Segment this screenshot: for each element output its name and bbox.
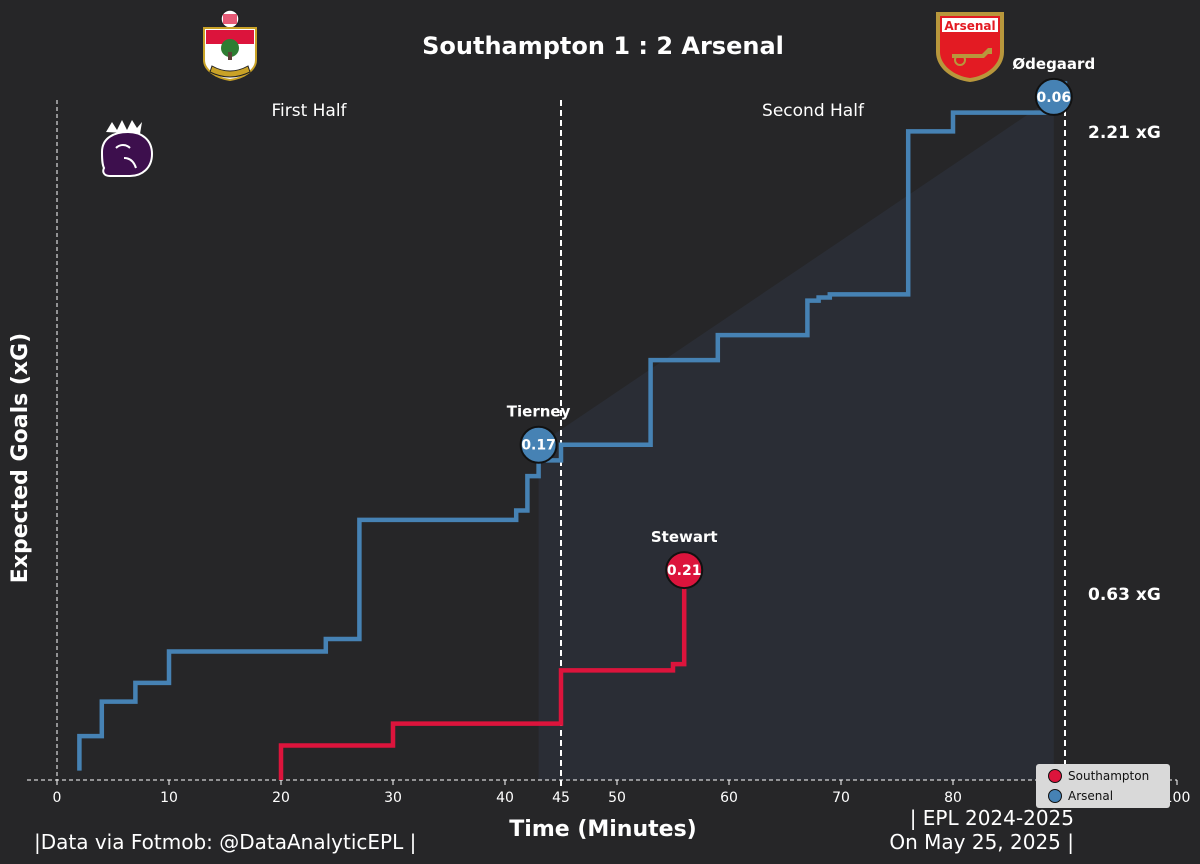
x-tick-label: 60 — [720, 790, 738, 806]
x-tick-label: 50 — [608, 790, 626, 806]
y-axis-label: Expected Goals (xG) — [8, 333, 33, 583]
goal-scorer-label: Stewart — [651, 528, 718, 546]
match-date: On May 25, 2025 | — [889, 830, 1074, 854]
x-axis-label: Time (Minutes) — [509, 817, 696, 842]
legend-label-arsenal: Arsenal — [1068, 789, 1114, 803]
premier-league-lion-icon — [96, 118, 158, 180]
goal-scorer-label: Tierney — [507, 403, 571, 421]
half-label: First Half — [271, 101, 347, 121]
match-title: Southampton 1 : 2 Arsenal — [422, 32, 784, 60]
xg-shaded-region — [538, 96, 1054, 780]
competition-footer: | EPL 2024-2025 On May 25, 2025 | — [860, 806, 1074, 854]
goal-xg-value: 0.17 — [521, 438, 556, 454]
arsenal-crest-label: Arsenal — [944, 19, 995, 33]
goal-xg-value: 0.06 — [1037, 90, 1072, 106]
goal-marker — [519, 425, 558, 464]
arsenal-crest-icon: Arsenal — [932, 10, 1008, 84]
legend-item-arsenal: Arsenal — [1048, 788, 1113, 804]
legend-marker-southampton — [1048, 769, 1062, 783]
half-label: Second Half — [762, 101, 865, 121]
goal-xg-value: 0.21 — [667, 563, 702, 579]
x-tick-label: 10 — [160, 790, 178, 806]
goal-marker — [1034, 77, 1073, 116]
x-tick-label: 80 — [944, 790, 962, 806]
xg-step-line-southampton — [278, 570, 687, 780]
xg-step-line-arsenal — [77, 81, 1068, 771]
goal-scorer-label: Ødegaard — [1012, 55, 1095, 73]
data-source-footer: |Data via Fotmob: @DataAnalyticEPL | — [34, 830, 417, 854]
x-tick-label: 20 — [272, 790, 290, 806]
x-tick-label: 70 — [832, 790, 850, 806]
arsenal-total-xg: 2.21 xG — [1088, 123, 1161, 143]
legend-marker-arsenal — [1048, 789, 1062, 803]
x-tick-label: 40 — [496, 790, 514, 806]
x-tick-label: 30 — [384, 790, 402, 806]
chart-legend: Southampton Arsenal — [1036, 764, 1170, 808]
legend-label-southampton: Southampton — [1068, 769, 1150, 783]
x-tick-label: 45 — [552, 790, 570, 806]
competition-label: | EPL 2024-2025 — [909, 806, 1074, 830]
goal-marker — [665, 551, 704, 590]
x-tick-label: 100 — [1164, 790, 1191, 806]
southampton-total-xg: 0.63 xG — [1088, 585, 1161, 605]
legend-item-southampton: Southampton — [1048, 768, 1149, 784]
southampton-crest-icon — [196, 8, 264, 84]
x-tick-label: 0 — [53, 790, 62, 806]
